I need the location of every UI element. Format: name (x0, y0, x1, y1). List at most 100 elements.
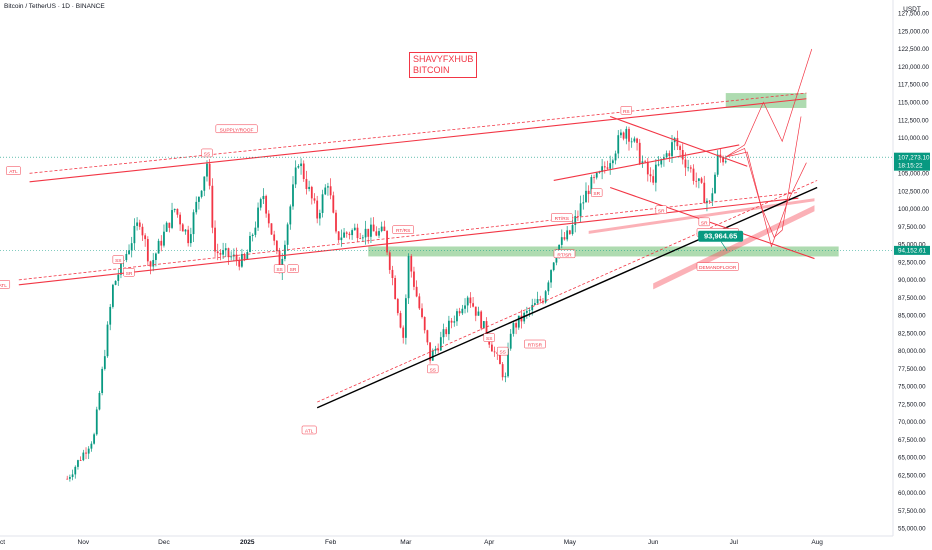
candle-body (577, 216, 579, 217)
annotation-label: RT/RS (555, 216, 569, 222)
candle-body (480, 311, 483, 329)
annotation-label: SR (701, 220, 708, 226)
y-tick-label: 100,000.00 (898, 206, 930, 213)
annotation-label: SR (593, 191, 600, 197)
annotation-box (696, 262, 739, 271)
red-band (588, 198, 815, 234)
candle-body (507, 348, 509, 377)
candle-body (181, 224, 184, 232)
x-tick-label: Apr (484, 539, 495, 546)
candle-body (687, 167, 690, 169)
candle-body (423, 317, 426, 331)
candle-body (539, 299, 542, 301)
candles-group (66, 126, 727, 482)
candle-body (337, 231, 340, 241)
annotation-box (215, 124, 258, 134)
candle-body (474, 306, 477, 316)
candle-body (192, 212, 195, 235)
candle-body (711, 193, 714, 202)
candle-body (155, 253, 157, 260)
candle-body (224, 248, 227, 251)
candle-body (249, 236, 251, 253)
candle-body (195, 201, 198, 213)
candle-body (111, 284, 114, 307)
candle-body (179, 214, 181, 225)
candle-body (606, 167, 609, 169)
y-tick-label: 72,500.00 (898, 401, 926, 408)
annotation-box (427, 364, 439, 374)
candle-body (95, 409, 98, 435)
candle-body (550, 270, 552, 283)
candle-body (598, 171, 601, 173)
candle-body (396, 299, 399, 314)
candle-body (515, 323, 517, 328)
candle-body (335, 212, 337, 232)
y-tick-label: 117,500.00 (898, 82, 929, 89)
candle-body (332, 195, 335, 213)
candle-body (98, 392, 101, 410)
x-tick-label: May (564, 539, 577, 546)
y-tick-label: 55,000.00 (898, 526, 926, 533)
candle-body (676, 138, 679, 147)
callout-box (698, 230, 744, 242)
candle-body (415, 286, 418, 297)
candle-body (469, 297, 472, 304)
annotation-box (287, 264, 299, 273)
y-tick-label: 127,500.00 (898, 11, 930, 18)
candle-body (219, 253, 222, 255)
trendline-lower-channel (18, 197, 799, 286)
y-tick-label: 95,000.00 (898, 242, 926, 249)
annotation-label: RT/RS (396, 228, 410, 234)
candle-body (388, 252, 391, 270)
annotation-box (497, 346, 509, 356)
candle-body (359, 238, 362, 239)
candle-body (163, 231, 165, 246)
candle-body (472, 303, 474, 307)
x-tick-label: Mar (400, 539, 412, 546)
candle-body (310, 186, 313, 199)
candle-body (308, 186, 311, 189)
candle-body (386, 230, 388, 253)
candle-body (633, 138, 636, 142)
annotation-label: ATL (0, 283, 7, 289)
candle-body (157, 240, 160, 254)
annotation-box (483, 333, 495, 342)
candle-body (568, 230, 571, 234)
candle-body (590, 177, 593, 195)
candle-body (372, 224, 375, 232)
candle-body (378, 231, 380, 236)
candle-body (286, 224, 289, 245)
annotation-label: SR (290, 267, 297, 273)
candle-body (302, 163, 305, 180)
candle-body (370, 224, 372, 237)
x-tick-label: Feb (325, 539, 337, 546)
candle-body (289, 206, 292, 225)
candle-body (138, 222, 141, 227)
candle-body (77, 460, 79, 467)
candle-body (491, 344, 493, 352)
candle-body (270, 223, 273, 235)
candle-body (566, 230, 569, 240)
callout-label: 93,964.65 (704, 232, 737, 241)
annotation-label: RT/SR (528, 343, 543, 349)
candle-body (453, 321, 456, 323)
candle-body (206, 163, 208, 177)
candle-body (152, 259, 155, 267)
price-marker-box (894, 245, 930, 255)
candle-body (585, 190, 587, 203)
trendline-wedge-top (609, 115, 748, 167)
annotation-label: DEMANDFLOOR (699, 265, 737, 271)
x-tick-label: Oct (0, 539, 5, 546)
candle-body (466, 297, 469, 306)
annotation-label: SR (658, 208, 665, 214)
candle-body (343, 232, 345, 238)
candle-body (582, 202, 585, 204)
annotation-box (392, 225, 414, 234)
candle-body (316, 200, 319, 219)
candle-body (173, 208, 176, 211)
candle-body (587, 190, 590, 195)
x-tick-label: 2025 (240, 539, 255, 546)
candle-body (120, 260, 122, 275)
y-tick-label: 70,000.00 (898, 419, 926, 426)
